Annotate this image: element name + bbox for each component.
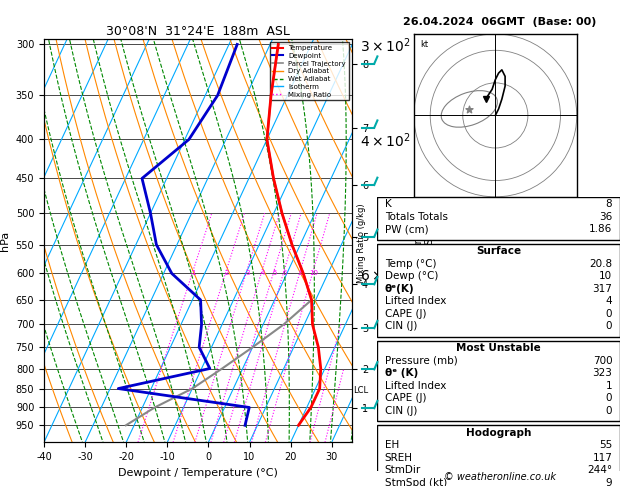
Text: 8: 8 [299, 270, 303, 276]
Text: 10: 10 [599, 271, 612, 281]
Text: Pressure (mb): Pressure (mb) [385, 356, 457, 366]
Text: 6: 6 [282, 270, 287, 276]
Text: LCL: LCL [353, 386, 369, 395]
Text: 3: 3 [245, 270, 250, 276]
Text: 8: 8 [606, 199, 612, 209]
Text: 0: 0 [606, 393, 612, 403]
Text: CAPE (J): CAPE (J) [385, 309, 426, 319]
Text: 317: 317 [593, 284, 612, 294]
Text: 55: 55 [599, 440, 612, 451]
Text: 0: 0 [606, 309, 612, 319]
Text: θᵉ (K): θᵉ (K) [385, 368, 418, 378]
Text: 700: 700 [593, 356, 612, 366]
Text: 0: 0 [606, 406, 612, 416]
Text: Dewp (°C): Dewp (°C) [385, 271, 438, 281]
Legend: Temperature, Dewpoint, Parcel Trajectory, Dry Adiabat, Wet Adiabat, Isotherm, Mi: Temperature, Dewpoint, Parcel Trajectory… [270, 42, 348, 100]
Text: Temp (°C): Temp (°C) [385, 259, 436, 269]
Text: 10: 10 [309, 270, 318, 276]
Y-axis label: km
ASL: km ASL [413, 231, 435, 250]
Text: 1: 1 [192, 270, 196, 276]
FancyBboxPatch shape [377, 244, 620, 337]
Text: Surface: Surface [476, 246, 521, 257]
Text: Mixing Ratio (g/kg): Mixing Ratio (g/kg) [357, 203, 366, 283]
Text: 20.8: 20.8 [589, 259, 612, 269]
Text: CIN (J): CIN (J) [385, 406, 417, 416]
Text: 1.86: 1.86 [589, 224, 612, 234]
Text: PW (cm): PW (cm) [385, 224, 428, 234]
Text: StmSpd (kt): StmSpd (kt) [385, 478, 447, 486]
Text: Lifted Index: Lifted Index [385, 296, 446, 306]
Text: 9: 9 [606, 478, 612, 486]
Title: 30°08'N  31°24'E  188m  ASL: 30°08'N 31°24'E 188m ASL [106, 25, 290, 38]
Text: Lifted Index: Lifted Index [385, 381, 446, 391]
Text: Hodograph: Hodograph [466, 428, 531, 438]
Y-axis label: hPa: hPa [0, 230, 10, 251]
Text: © weatheronline.co.uk: © weatheronline.co.uk [444, 472, 556, 482]
Text: 4: 4 [606, 296, 612, 306]
Text: 323: 323 [593, 368, 612, 378]
Text: SREH: SREH [385, 453, 413, 463]
FancyBboxPatch shape [377, 425, 620, 486]
Text: CIN (J): CIN (J) [385, 321, 417, 331]
Text: 5: 5 [272, 270, 277, 276]
Text: kt: kt [420, 40, 428, 49]
Text: θᵉ(K): θᵉ(K) [385, 284, 415, 294]
Text: 2: 2 [225, 270, 230, 276]
Text: Most Unstable: Most Unstable [456, 343, 541, 353]
FancyBboxPatch shape [377, 341, 620, 421]
Text: StmDir: StmDir [385, 465, 421, 475]
Text: 4: 4 [260, 270, 265, 276]
Text: EH: EH [385, 440, 399, 451]
Text: 26.04.2024  06GMT  (Base: 00): 26.04.2024 06GMT (Base: 00) [403, 17, 597, 27]
Text: CAPE (J): CAPE (J) [385, 393, 426, 403]
Text: 1: 1 [606, 381, 612, 391]
Text: K: K [385, 199, 391, 209]
Text: 36: 36 [599, 212, 612, 222]
Text: 117: 117 [593, 453, 612, 463]
X-axis label: Dewpoint / Temperature (°C): Dewpoint / Temperature (°C) [118, 468, 278, 478]
Text: 0: 0 [606, 321, 612, 331]
Text: Totals Totals: Totals Totals [385, 212, 448, 222]
Text: 244°: 244° [587, 465, 612, 475]
FancyBboxPatch shape [377, 197, 620, 240]
